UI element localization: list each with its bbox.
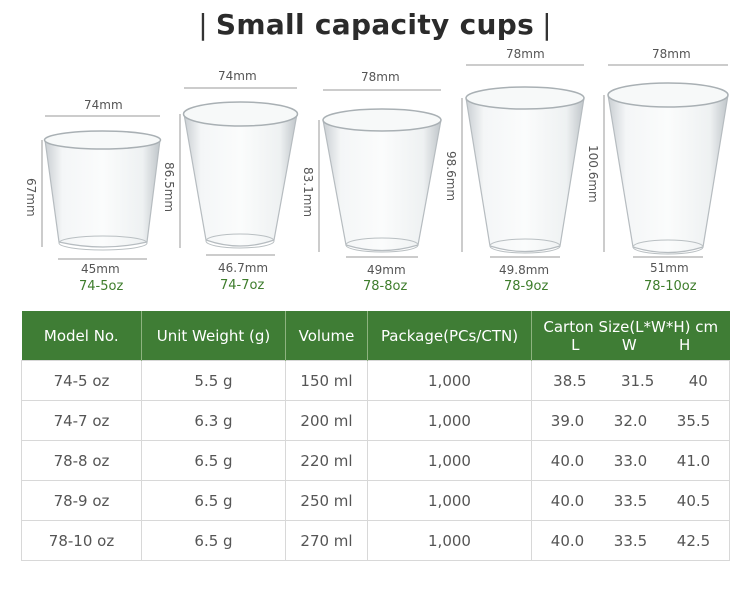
cell-package: 1,000	[367, 360, 532, 401]
cup1-top-width: 74mm	[84, 98, 123, 112]
cell-carton-w: 33.5	[613, 491, 648, 510]
header-carton-h: H	[679, 335, 691, 354]
cups-illustration	[41, 64, 729, 260]
table-row: 78-8 oz 6.5 g 220 ml 1,000 40.0 33.0 41.…	[21, 440, 730, 481]
table-header-row: Model No. Unit Weight (g) Volume Package…	[21, 311, 730, 361]
cell-carton-h: 40	[688, 371, 708, 390]
cell-carton-l: 38.5	[553, 371, 587, 390]
cell-package: 1,000	[367, 480, 532, 521]
cell-package: 1,000	[367, 520, 532, 561]
cup5-bottom-width: 51mm	[650, 261, 689, 275]
title-bar-right: |	[542, 8, 552, 41]
cell-carton-l: 40.0	[550, 491, 585, 510]
cup-78-8oz-image	[322, 108, 442, 253]
cup-74-7oz-image	[182, 101, 299, 249]
table-row: 78-9 oz 6.5 g 250 ml 1,000 40.0 33.5 40.…	[21, 480, 730, 521]
cell-carton-l: 39.0	[550, 411, 585, 430]
cell-carton: 40.0 33.5 42.5	[531, 520, 730, 561]
cell-volume: 270 ml	[285, 520, 368, 561]
cell-carton-l: 40.0	[550, 451, 585, 470]
cell-weight: 6.5 g	[141, 480, 286, 521]
cell-carton: 40.0 33.0 41.0	[531, 440, 730, 481]
cell-carton-h: 35.5	[676, 411, 711, 430]
cup4-model: 78-9oz	[504, 279, 549, 294]
cell-carton: 40.0 33.5 40.5	[531, 480, 730, 521]
cup-78-9oz-image	[465, 86, 585, 254]
cell-volume: 220 ml	[285, 440, 368, 481]
cell-package: 1,000	[367, 400, 532, 441]
header-carton-l: L	[571, 335, 580, 354]
cup3-height: 83.1mm	[301, 167, 315, 218]
table-row: 74-7 oz 6.3 g 200 ml 1,000 39.0 32.0 35.…	[21, 400, 730, 441]
cup2-bottom-width: 46.7mm	[218, 261, 269, 275]
cup1-height: 67mm	[24, 178, 38, 217]
cell-model: 78-10 oz	[21, 520, 142, 561]
dimension-lines	[41, 64, 728, 260]
cell-carton-w: 31.5	[620, 371, 655, 390]
cell-carton-w: 33.0	[613, 451, 648, 470]
cup4-height: 98.6mm	[444, 151, 458, 202]
cell-volume: 200 ml	[285, 400, 368, 441]
cell-weight: 6.5 g	[141, 440, 286, 481]
title-text: Small capacity cups	[215, 8, 535, 41]
cell-volume: 150 ml	[285, 360, 368, 401]
cell-carton: 38.5 31.5 40	[531, 360, 730, 401]
cell-carton-l: 40.0	[550, 531, 585, 550]
header-volume: Volume	[285, 311, 368, 361]
cell-package: 1,000	[367, 440, 532, 481]
cup4-top-width: 78mm	[506, 47, 545, 61]
header-weight: Unit Weight (g)	[141, 311, 286, 361]
cell-weight: 6.3 g	[141, 400, 286, 441]
table-row: 74-5 oz 5.5 g 150 ml 1,000 38.5 31.5 40	[21, 360, 730, 401]
header-carton-dims: L W H	[532, 336, 730, 354]
cup1-model: 74-5oz	[79, 279, 124, 294]
title-bar-left: |	[198, 8, 208, 41]
cup4-bottom-width: 49.8mm	[499, 263, 550, 277]
cell-weight: 5.5 g	[141, 360, 286, 401]
cup5-height: 100.6mm	[586, 145, 600, 203]
cell-model: 74-7 oz	[21, 400, 142, 441]
cup5-model: 78-10oz	[644, 279, 697, 294]
header-carton-w: W	[621, 335, 637, 354]
cell-volume: 250 ml	[285, 480, 368, 521]
cup3-model: 78-8oz	[363, 279, 408, 294]
cup-74-5oz-image	[43, 130, 162, 251]
cup1-bottom-width: 45mm	[81, 262, 120, 276]
header-package: Package(PCs/CTN)	[367, 311, 532, 361]
cell-model: 78-8 oz	[21, 440, 142, 481]
cup5-top-width: 78mm	[652, 47, 691, 61]
cup-78-10oz-image	[607, 82, 729, 255]
cell-carton-w: 33.5	[613, 531, 648, 550]
cup2-height: 86.5mm	[162, 162, 176, 213]
table-row: 78-10 oz 6.5 g 270 ml 1,000 40.0 33.5 42…	[21, 520, 730, 561]
cell-model: 74-5 oz	[21, 360, 142, 401]
cup2-model: 74-7oz	[220, 278, 265, 293]
cell-weight: 6.5 g	[141, 520, 286, 561]
header-model: Model No.	[21, 311, 142, 361]
cell-carton-h: 41.0	[676, 451, 711, 470]
spec-table: Model No. Unit Weight (g) Volume Package…	[21, 311, 730, 561]
cell-carton-h: 40.5	[676, 491, 711, 510]
cell-carton: 39.0 32.0 35.5	[531, 400, 730, 441]
cup2-top-width: 74mm	[218, 69, 257, 83]
page-title: | Small capacity cups |	[0, 8, 750, 41]
cell-carton-w: 32.0	[613, 411, 648, 430]
cell-carton-h: 42.5	[676, 531, 711, 550]
cell-model: 78-9 oz	[21, 480, 142, 521]
header-carton: Carton Size(L*W*H) cm L W H	[531, 311, 730, 361]
header-carton-title: Carton Size(L*W*H) cm	[543, 317, 719, 336]
cup3-bottom-width: 49mm	[367, 263, 406, 277]
cup3-top-width: 78mm	[361, 70, 400, 84]
